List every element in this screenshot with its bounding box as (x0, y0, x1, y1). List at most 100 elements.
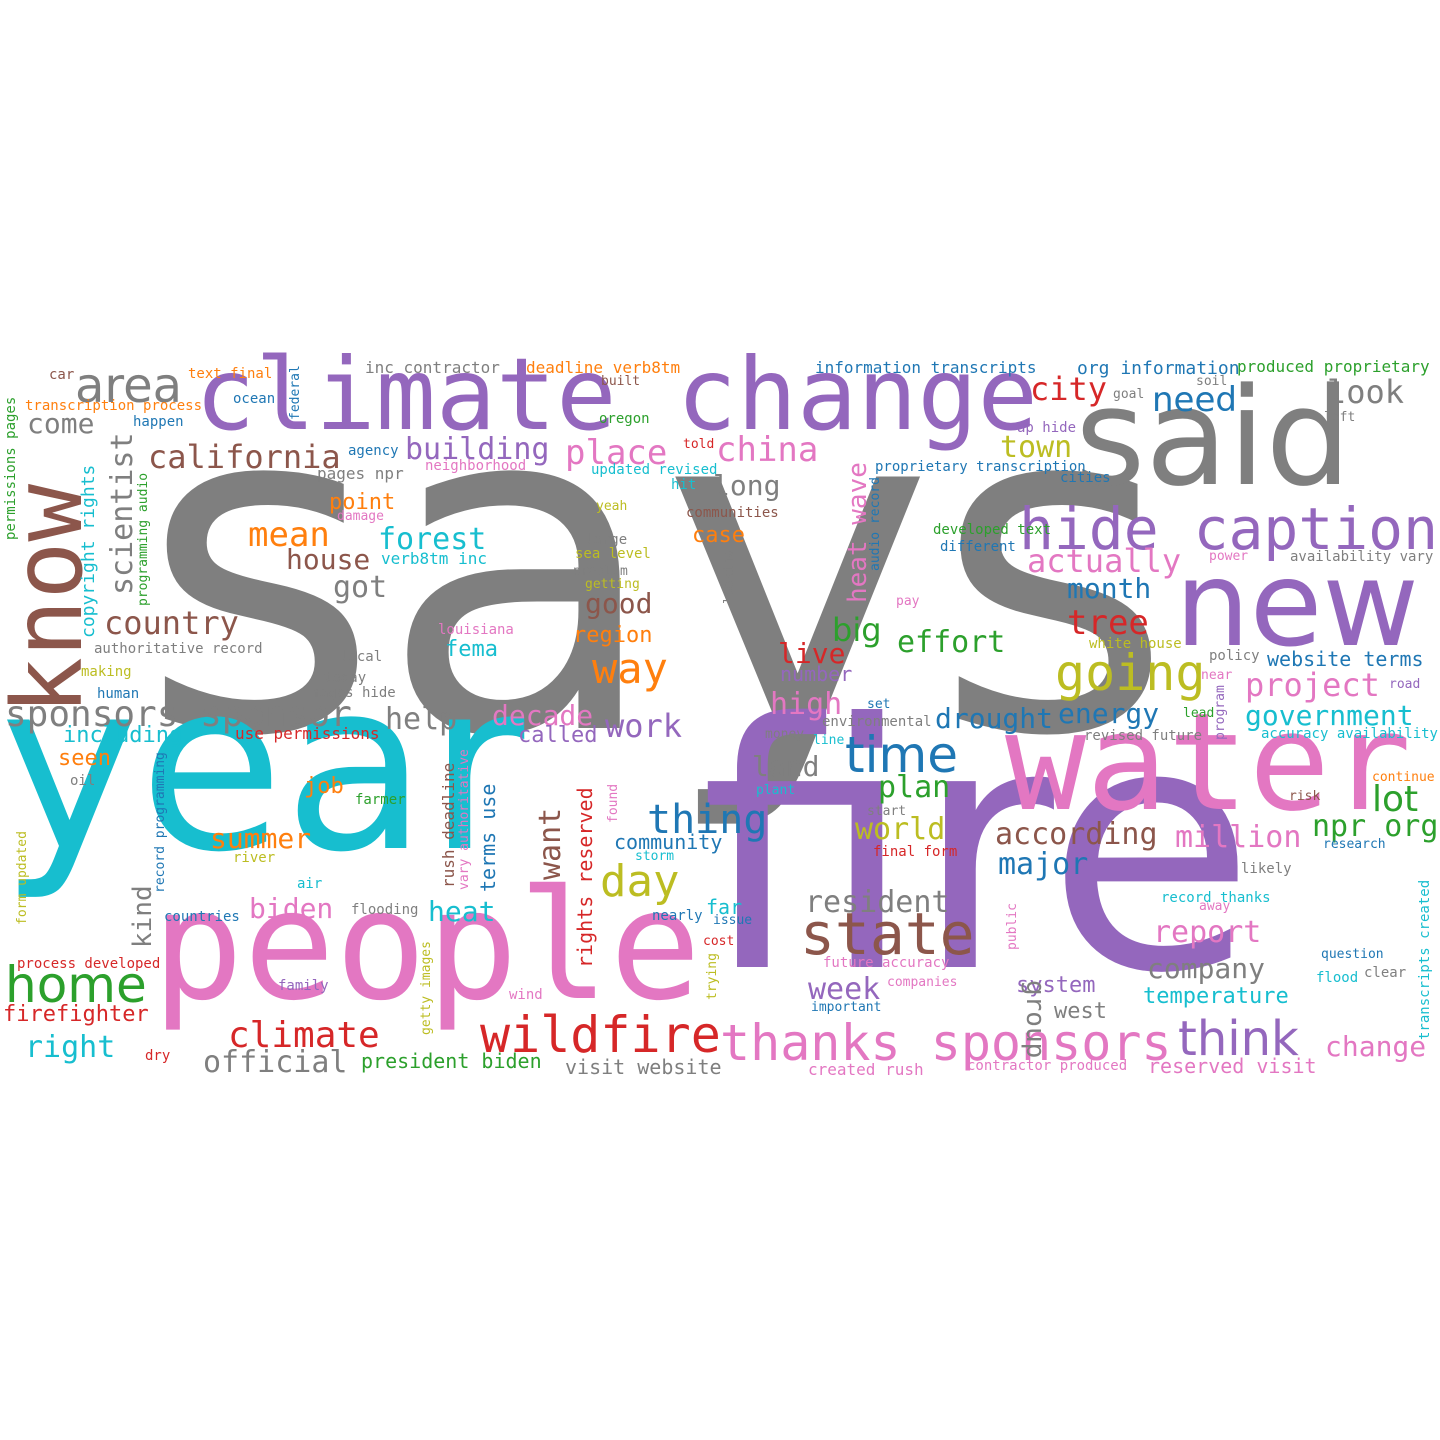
word-city: city (1030, 370, 1108, 408)
word-region: region (573, 623, 653, 648)
word-seen: seen (58, 746, 111, 771)
word-major: major (998, 847, 1089, 882)
word-availability-vary: availability vary (1290, 549, 1434, 565)
word-white-house: white house (1089, 636, 1182, 652)
word-sponsors-sponsor: sponsors sponsor (5, 694, 352, 735)
word-new: new (1175, 535, 1419, 673)
word-problem: problem (573, 564, 628, 579)
word-far: far (706, 895, 743, 919)
word-revised-future: revised future (1084, 728, 1203, 744)
word-case: case (692, 523, 745, 548)
word-family: family (278, 978, 329, 994)
word-week: week (808, 972, 881, 1007)
word-environmental: environmental (822, 714, 932, 730)
word-found: found (606, 783, 621, 823)
word-deadline-verb8tm: deadline verb8tm (526, 358, 681, 377)
word-president-biden: president biden (361, 1049, 542, 1073)
word-power: power (1209, 549, 1249, 564)
word-org-information: org information (1077, 358, 1240, 379)
word-flood: flood (1316, 970, 1359, 986)
word-project: project (1245, 666, 1380, 704)
word-important: important (811, 1000, 882, 1015)
word-come: come (27, 407, 95, 440)
word-louisiana: louisiana (438, 622, 514, 638)
word-visit-website: visit website (565, 1055, 722, 1079)
word-river: river (233, 850, 276, 866)
word-report: report (1153, 915, 1262, 950)
word-transcripts-created: transcripts created (1417, 879, 1433, 1040)
word-set: set (867, 697, 891, 712)
word-verb8tm-inc: verb8tm inc (381, 549, 487, 568)
word-china: china (716, 430, 819, 470)
word-tree: tree (1067, 603, 1149, 643)
word-including: including (63, 723, 183, 748)
word-road: road (1389, 677, 1421, 692)
word-trying: trying (705, 953, 720, 1000)
word-energy: energy (1058, 697, 1160, 730)
word-point: point (329, 490, 396, 515)
word-countries: countries (164, 909, 240, 925)
word-fire: fire (700, 652, 1256, 1048)
word-government: government (1245, 699, 1414, 732)
word-future-accuracy: future accuracy (823, 955, 950, 971)
word-pages-npr: pages npr (317, 464, 404, 483)
word-live: live (778, 637, 846, 670)
word-building: building (405, 432, 550, 467)
word-produced-proprietary: produced proprietary (1237, 357, 1430, 376)
word-issue: issue (713, 913, 753, 928)
word-question: question (1321, 947, 1384, 962)
word-need: need (1152, 380, 1237, 420)
word-start: start (867, 804, 907, 819)
word-programming-audio: programming audio (136, 472, 151, 606)
word-communities: communities (686, 505, 779, 521)
word-house: house (286, 543, 371, 576)
word-form-updated: form updated (15, 831, 30, 925)
word-work: work (605, 707, 683, 745)
word-local: local (340, 649, 383, 665)
word-use-permissions: use permissions (235, 724, 380, 743)
word-npr-org: npr org (1312, 809, 1439, 844)
word-money: money (765, 727, 805, 742)
word-research: research (1323, 837, 1386, 852)
word-nearly: nearly (652, 908, 703, 924)
word-million: million (1175, 820, 1302, 855)
word-looking: looking (722, 549, 737, 604)
word-actually: actually (1027, 542, 1182, 580)
word-wind: wind (509, 987, 543, 1003)
word-land: land (752, 750, 820, 783)
word-pay: pay (896, 594, 920, 609)
word-says: says (140, 302, 1174, 837)
word-scientist: scientist (105, 432, 140, 595)
word-system: system (1016, 973, 1096, 998)
word-policy: policy (1209, 648, 1260, 664)
word-oil: oil (70, 773, 96, 789)
word-rush-deadline: rush deadline (439, 762, 458, 888)
word-final-form: final form (873, 844, 958, 860)
word-getty-images: getty images (419, 941, 434, 1035)
word-different: different (940, 539, 1016, 555)
word-high: high (770, 687, 843, 722)
word-decade: decade (492, 699, 594, 732)
word-wildfire: wildfire (480, 1006, 721, 1064)
word-called: called (518, 723, 598, 748)
word-large: large (585, 532, 628, 548)
word-world: world (855, 812, 946, 847)
word-oregon: oregon (599, 411, 650, 427)
word-company: company (1147, 952, 1266, 985)
word-lead: lead (1183, 706, 1215, 721)
word-temperature: temperature (1143, 984, 1289, 1009)
word-way: way (592, 644, 668, 693)
word-ocean: ocean (233, 391, 276, 407)
word-think: think (1178, 1011, 1299, 1067)
word-good: good (585, 587, 653, 620)
word-left: left (1324, 410, 1356, 425)
word-drought: drought (935, 702, 1054, 735)
word-thing: thing (647, 797, 768, 843)
word-companies: companies (887, 975, 958, 990)
word-change: change (1325, 1030, 1427, 1063)
word-risk: risk (1289, 789, 1321, 804)
word-town: town (1000, 430, 1073, 465)
word-time: time (845, 726, 958, 784)
word-according: according (995, 817, 1158, 852)
word-copyright-rights: copyright rights (78, 464, 99, 638)
